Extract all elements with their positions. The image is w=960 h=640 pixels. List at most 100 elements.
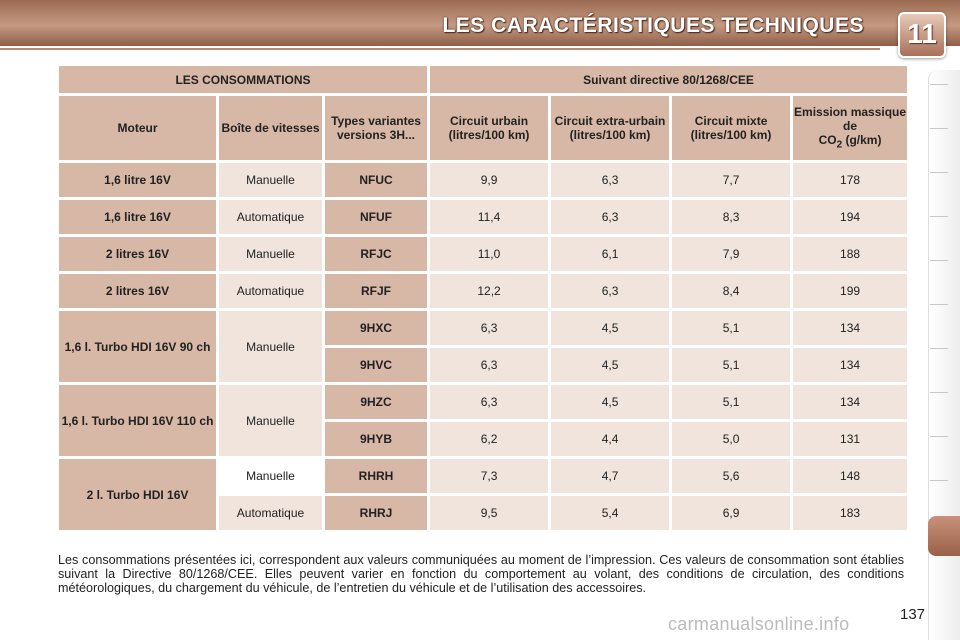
gearbox-cell: Manuelle: [219, 311, 322, 382]
side-tab-tick[interactable]: [930, 480, 948, 481]
extra-urban-cell: 6,3: [551, 200, 670, 234]
variant-code-cell: 9HVC: [325, 348, 428, 382]
side-tab-tick[interactable]: [930, 348, 948, 349]
column-header-extra-urban: Circuit extra-urbain (litres/100 km): [551, 96, 670, 160]
extra-urban-cell: 4,5: [551, 311, 670, 345]
engine-cell: 2 l. Turbo HDI 16V: [59, 459, 216, 530]
extra-urban-cell: 4,5: [551, 348, 670, 382]
extra-urban-cell: 6,1: [551, 237, 670, 271]
extra-urban-cell: 4,5: [551, 385, 670, 419]
table-header-directive: Suivant directive 80/1268/CEE: [430, 66, 908, 93]
variant-code-cell: NFUF: [325, 200, 428, 234]
engine-cell: 2 litres 16V: [59, 237, 216, 271]
page-title: LES CARACTÉRISTIQUES TECHNIQUES: [442, 14, 864, 37]
combined-cell: 7,7: [672, 163, 791, 197]
table-header-consumption: LES CONSOMMATIONS: [59, 66, 428, 93]
gearbox-cell: Manuelle: [219, 163, 322, 197]
combined-cell: 5,1: [672, 348, 791, 382]
extra-urban-cell: 6,3: [551, 274, 670, 308]
variant-code-cell: NFUC: [325, 163, 428, 197]
side-tab-tick[interactable]: [930, 436, 948, 437]
table-row: 9HVC 6,3 4,5 5,1 134: [59, 348, 908, 382]
gearbox-cell: Manuelle: [219, 237, 322, 271]
urban-cell: 12,2: [430, 274, 549, 308]
header-divider: [0, 48, 880, 50]
table-row: 1,6 l. Turbo HDI 16V 90 ch Manuelle 9HXC…: [59, 311, 908, 382]
variant-code-cell: RHRJ: [325, 496, 428, 530]
table-row: 1,6 l. Turbo HDI 16V 110 ch Manuelle 9HZ…: [59, 385, 908, 456]
table-row: 1,6 litre 16V Automatique NFUF 11,4 6,3 …: [59, 200, 908, 234]
gearbox-cell: Automatique: [219, 274, 322, 308]
combined-cell: 5,1: [672, 311, 791, 345]
urban-cell: 11,0: [430, 237, 549, 271]
co2-header-subscript: 2: [836, 139, 843, 151]
column-header-variants: Types variantes versions 3H...: [325, 96, 428, 160]
co2-cell: 199: [793, 274, 908, 308]
table-row: Automatique RHRJ 9,5 5,4 6,9 183: [59, 496, 908, 530]
variant-code-cell: 9HZC: [325, 385, 428, 419]
co2-cell: 178: [793, 163, 908, 197]
chapter-number: 11: [907, 18, 937, 49]
variant-code-cell: 9HXC: [325, 311, 428, 345]
variant-code-cell: RFJF: [325, 274, 428, 308]
chapter-badge: 11: [898, 12, 946, 58]
column-header-engine: Moteur: [59, 96, 216, 160]
side-tab-tick[interactable]: [930, 260, 948, 261]
extra-urban-cell: 6,3: [551, 163, 670, 197]
combined-cell: 8,3: [672, 200, 791, 234]
combined-cell: 7,9: [672, 237, 791, 271]
co2-cell: 194: [793, 200, 908, 234]
variant-code-cell: 9HYB: [325, 422, 428, 456]
co2-header-prefix: CO: [818, 133, 837, 148]
variant-code-cell: RFJC: [325, 237, 428, 271]
urban-cell: 6,3: [430, 348, 549, 382]
co2-cell: 188: [793, 237, 908, 271]
urban-cell: 6,2: [430, 422, 549, 456]
column-header-gearbox: Boîte de vitesses: [219, 96, 322, 160]
extra-urban-cell: 4,4: [551, 422, 670, 456]
gearbox-cell: Automatique: [219, 496, 322, 530]
variant-code-cell: RHRH: [325, 459, 428, 493]
urban-cell: 6,3: [430, 311, 549, 345]
column-header-co2: Emission massique de CO2 (g/km): [793, 96, 908, 160]
column-header-combined: Circuit mixte (litres/100 km): [672, 96, 791, 160]
table-row: 9HYB 6,2 4,4 5,0 131: [59, 422, 908, 456]
urban-cell: 11,4: [430, 200, 549, 234]
combined-cell: 5,0: [672, 422, 791, 456]
co2-cell: 131: [793, 422, 908, 456]
co2-header-suffix: (g/km): [842, 133, 882, 148]
extra-urban-cell: 4,7: [551, 459, 670, 493]
engine-cell: 1,6 l. Turbo HDI 16V 90 ch: [59, 311, 216, 382]
consumption-table: LES CONSOMMATIONS Suivant directive 80/1…: [56, 63, 910, 533]
co2-cell: 134: [793, 311, 908, 345]
side-tab-tick[interactable]: [930, 172, 948, 173]
table-row: 1,6 litre 16V Manuelle NFUC 9,9 6,3 7,7 …: [59, 163, 908, 197]
combined-cell: 8,4: [672, 274, 791, 308]
engine-cell: 1,6 litre 16V: [59, 200, 216, 234]
urban-cell: 6,3: [430, 385, 549, 419]
watermark-text: carmanualsonline.info: [668, 614, 850, 634]
side-tab-tick[interactable]: [930, 392, 948, 393]
header-bar: [0, 0, 960, 46]
engine-cell: 1,6 l. Turbo HDI 16V 110 ch: [59, 385, 216, 456]
side-tab-tick[interactable]: [930, 216, 948, 217]
co2-cell: 183: [793, 496, 908, 530]
side-tab-tick[interactable]: [930, 128, 948, 129]
gearbox-cell: Automatique: [219, 200, 322, 234]
table-row: 2 litres 16V Manuelle RFJC 11,0 6,1 7,9 …: [59, 237, 908, 271]
combined-cell: 5,6: [672, 459, 791, 493]
urban-cell: 7,3: [430, 459, 549, 493]
co2-cell: 148: [793, 459, 908, 493]
side-tab-tick[interactable]: [930, 84, 948, 85]
urban-cell: 9,9: [430, 163, 549, 197]
page-number: 137: [900, 606, 926, 623]
gearbox-cell: Manuelle: [219, 459, 322, 493]
engine-cell: 2 litres 16V: [59, 274, 216, 308]
footnote-text: Les consommations présentées ici, corres…: [58, 553, 904, 595]
combined-cell: 6,9: [672, 496, 791, 530]
side-tab-tick[interactable]: [930, 304, 948, 305]
co2-cell: 134: [793, 348, 908, 382]
column-header-urban: Circuit urbain (litres/100 km): [430, 96, 549, 160]
side-tab-active-chapter[interactable]: [928, 516, 960, 556]
co2-cell: 134: [793, 385, 908, 419]
